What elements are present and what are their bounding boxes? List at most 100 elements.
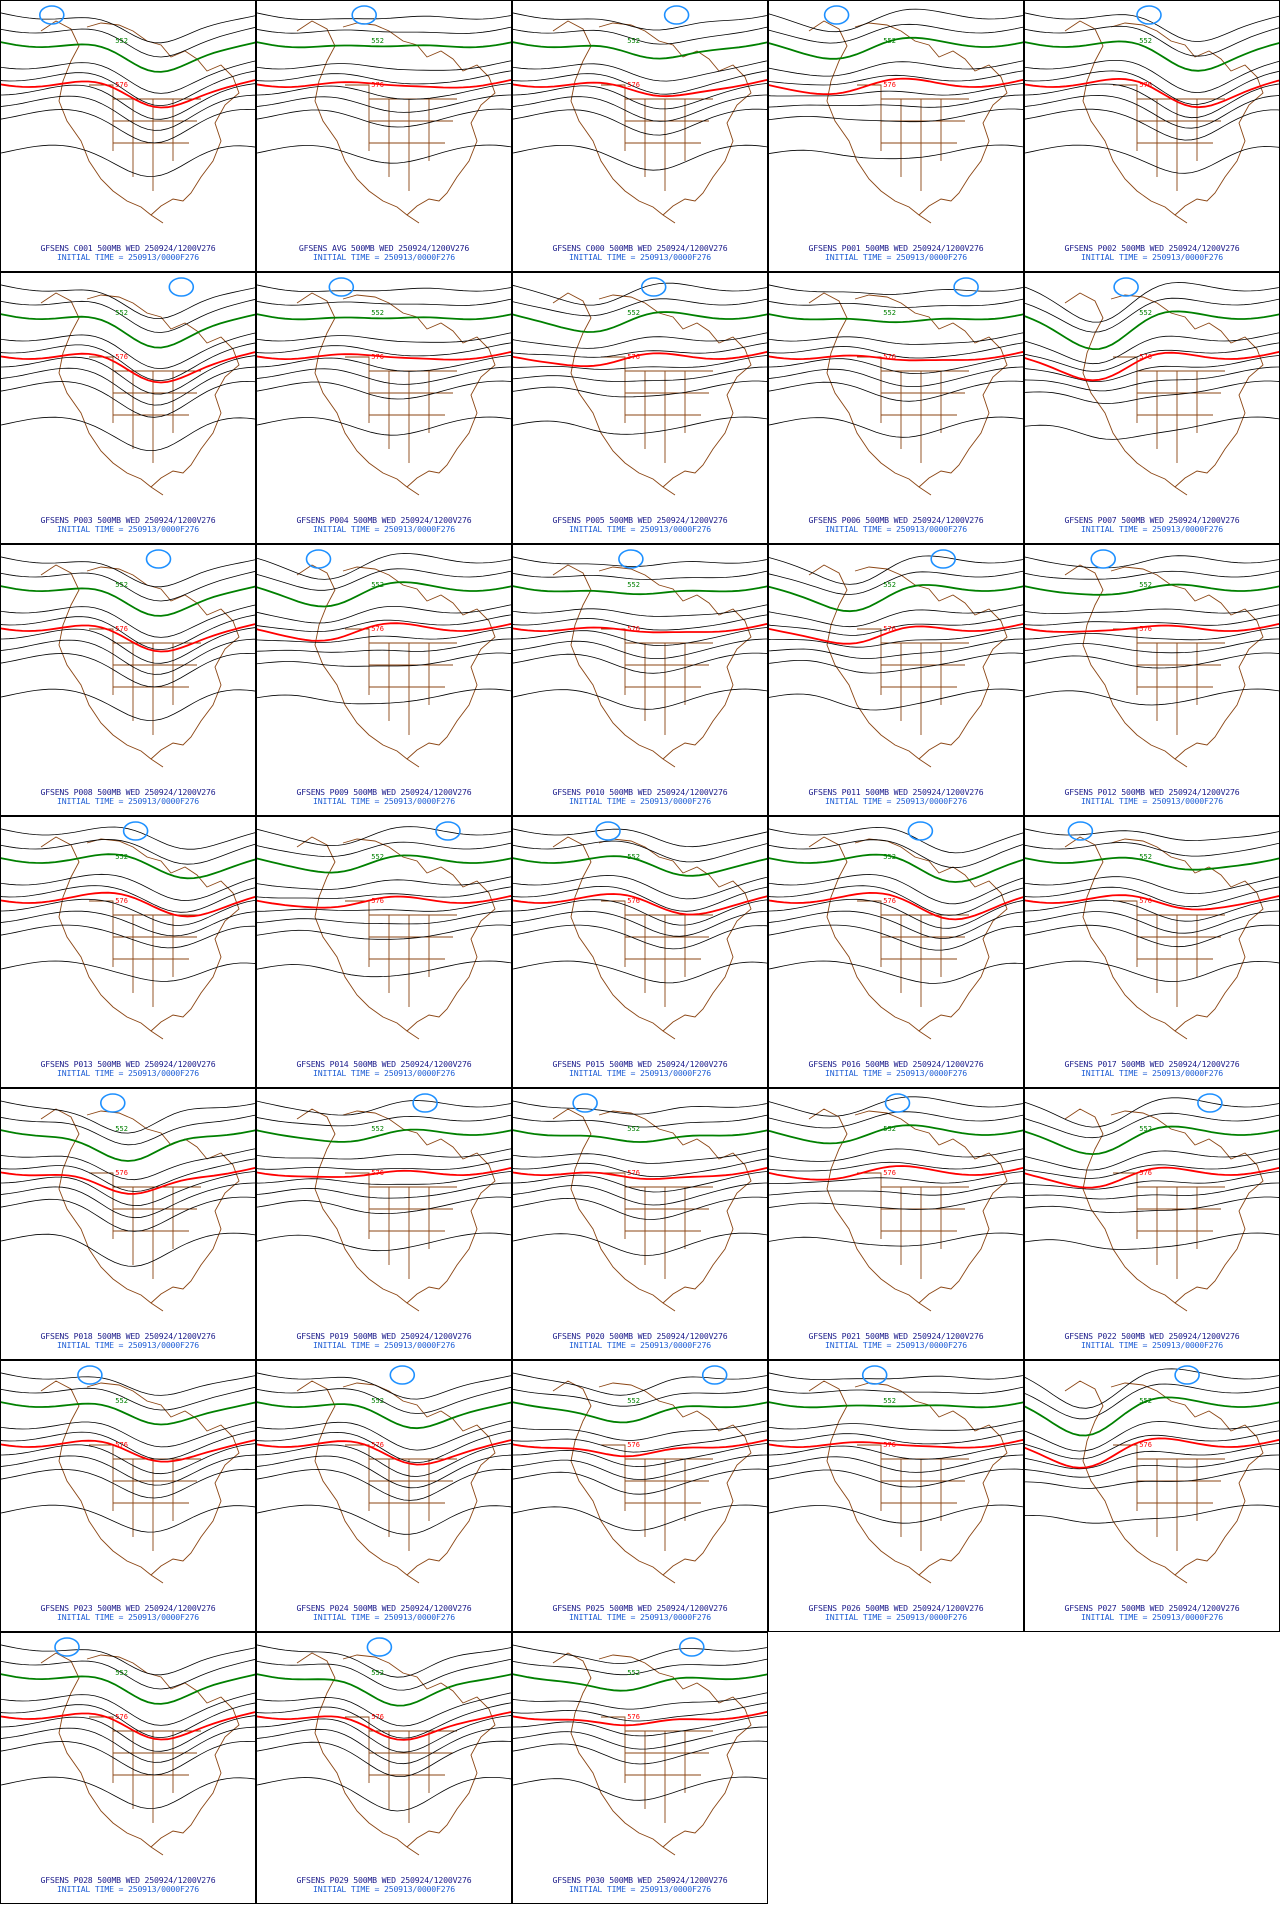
contour-552: [1025, 856, 1279, 871]
ensemble-panel: 552 576 GFSENS P018 500MB WED 250924/1200V…: [0, 1088, 256, 1360]
contour-label-576: 576: [115, 1441, 128, 1449]
coastline: [808, 20, 1008, 224]
contour-576: [1, 351, 255, 384]
coastline: [296, 292, 496, 496]
height-contour: [769, 604, 1023, 628]
height-contour: [513, 94, 767, 122]
height-contour: [769, 627, 1023, 648]
contour-552: [1, 853, 255, 880]
initial-time: INITIAL TIME = 250913/0000F276: [825, 796, 967, 806]
height-contour: [257, 1100, 511, 1116]
height-contour: [1025, 638, 1279, 654]
height-contour-map: 552 576: [1025, 549, 1279, 768]
height-contour: [513, 1702, 767, 1722]
contour-label-552: 552: [883, 1397, 896, 1405]
coastline: [1064, 20, 1264, 224]
height-contour: [513, 885, 767, 912]
coastline: [552, 564, 752, 768]
low-contour: [1090, 549, 1116, 569]
height-contour: [1, 284, 255, 319]
coastline: [808, 836, 1008, 1040]
low-contour: [679, 1637, 705, 1657]
ensemble-panel: 552 576 GFSENS P009 500MB WED 250924/1200V…: [256, 544, 512, 816]
height-contour: [1, 1692, 255, 1726]
low-contour: [100, 1093, 126, 1113]
height-contour: [257, 568, 511, 591]
panel-title: GFSENS P029 500MB WED 250924/1200V276: [296, 1875, 472, 1885]
height-contour-map: 552 576: [1, 5, 255, 224]
low-contour: [351, 5, 377, 25]
height-contour: [257, 1740, 511, 1777]
coastline: [552, 836, 752, 1040]
contour-552: [257, 1673, 511, 1707]
contour-label-552: 552: [1139, 853, 1152, 861]
contour-576: [769, 1165, 1023, 1181]
height-contour: [1025, 1171, 1279, 1190]
height-contour: [1, 885, 255, 913]
height-contour: [257, 108, 511, 128]
height-contour: [1025, 960, 1279, 983]
height-contour: [1, 614, 255, 651]
initial-time: INITIAL TIME = 250913/0000F276: [1081, 524, 1223, 534]
panel-title: GFSENS P019 500MB WED 250924/1200V276: [296, 1331, 472, 1341]
height-contour: [1, 416, 255, 451]
ensemble-panel: 552 576 GFSENS P025 500MB WED 250924/1200V…: [512, 1360, 768, 1632]
height-contour: [1, 604, 255, 638]
height-contour: [1025, 1383, 1279, 1420]
contour-label-552: 552: [371, 309, 384, 317]
height-contour: [769, 8, 1023, 33]
height-contour: [1, 94, 255, 131]
height-contour: [257, 1443, 511, 1477]
initial-time: INITIAL TIME = 250913/0000F276: [57, 1884, 199, 1894]
ensemble-panel: 552 576 GFSENS P002 500MB WED 250924/1200V…: [1024, 0, 1280, 272]
height-contour: [257, 841, 511, 858]
height-contour: [1025, 876, 1279, 895]
panel-title: GFSENS P017 500MB WED 250924/1200V276: [1064, 1059, 1240, 1069]
contour-label-576: 576: [371, 1441, 384, 1449]
height-contour: [513, 1158, 767, 1177]
height-contour: [769, 555, 1023, 585]
height-contour-map: 552 576: [1025, 1365, 1279, 1584]
height-contour-map: 552 576: [769, 5, 1023, 224]
height-contour: [257, 94, 511, 113]
contour-552: [257, 313, 511, 321]
initial-time: INITIAL TIME = 250913/0000F276: [1081, 1612, 1223, 1622]
contour-576: [257, 1711, 511, 1741]
coastline: [1064, 292, 1264, 496]
height-contour: [1, 638, 255, 675]
height-contour: [1025, 627, 1279, 641]
low-contour: [884, 1093, 911, 1113]
initial-time: INITIAL TIME = 250913/0000F276: [313, 1884, 455, 1894]
height-contour: [513, 144, 767, 171]
contour-label-576: 576: [627, 1713, 640, 1721]
height-contour: [513, 1430, 767, 1453]
contour-label-552: 552: [115, 1397, 128, 1405]
contour-576: [513, 351, 767, 368]
height-contour: [257, 627, 511, 643]
height-contour: [769, 1232, 1023, 1247]
ensemble-panel: 552 576 GFSENS P015 500MB WED 250924/1200V…: [512, 816, 768, 1088]
height-contour: [1025, 1468, 1279, 1489]
panel-title: GFSENS P008 500MB WED 250924/1200V276: [40, 787, 216, 797]
height-contour: [1025, 924, 1279, 948]
initial-time: INITIAL TIME = 250913/0000F276: [313, 796, 455, 806]
coastline: [40, 1108, 240, 1312]
contour-label-576: 576: [371, 81, 384, 89]
contour-label-552: 552: [371, 1125, 384, 1133]
height-contour: [257, 910, 511, 925]
initial-time: INITIAL TIME = 250913/0000F276: [825, 524, 967, 534]
height-contour-map: 552 576: [1, 549, 255, 768]
height-contour: [1, 27, 255, 58]
height-contour: [1, 1776, 255, 1809]
height-contour: [257, 380, 511, 400]
panel-title: GFSENS P010 500MB WED 250924/1200V276: [552, 787, 728, 797]
height-contour: [769, 23, 1023, 44]
height-contour: [1025, 570, 1279, 580]
low-contour: [305, 549, 332, 569]
height-contour-map: 552 576: [769, 277, 1023, 496]
low-contour: [1136, 5, 1162, 25]
height-contour: [1025, 604, 1279, 614]
height-contour: [1025, 688, 1279, 706]
height-contour: [1025, 70, 1279, 105]
low-contour: [38, 5, 65, 25]
